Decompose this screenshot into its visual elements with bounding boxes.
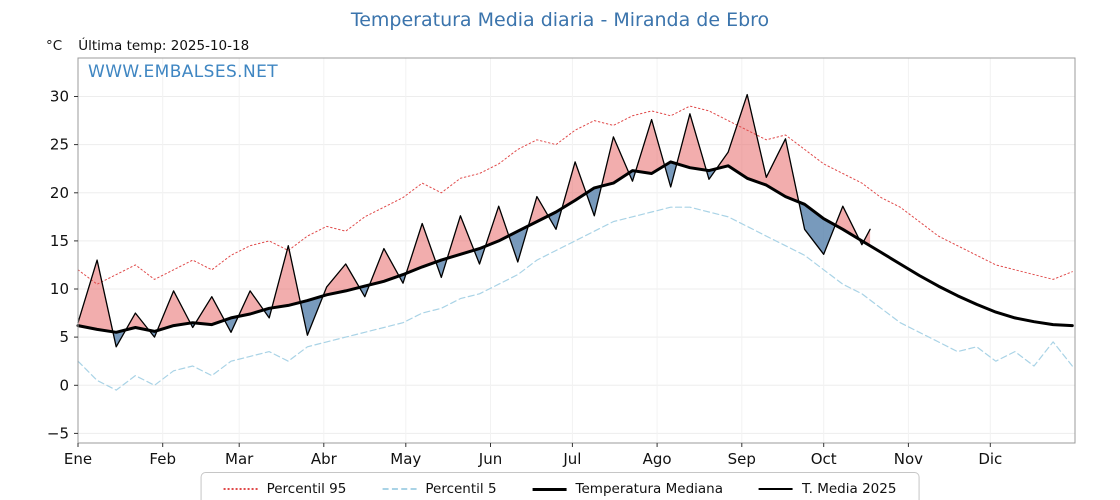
svg-text:May: May bbox=[390, 450, 421, 468]
legend-item-mediana: Temperatura Mediana bbox=[532, 481, 723, 497]
svg-text:30: 30 bbox=[50, 88, 69, 106]
svg-text:Abr: Abr bbox=[311, 450, 338, 468]
subheader: °C Última temp: 2025-10-18 bbox=[46, 38, 249, 54]
svg-text:Nov: Nov bbox=[894, 450, 923, 468]
legend-item-percentil-95: Percentil 95 bbox=[223, 481, 347, 497]
percentil-5-line-sample bbox=[382, 488, 417, 490]
legend-label-mediana: Temperatura Mediana bbox=[575, 481, 723, 497]
chart-title: Temperatura Media diaria - Miranda de Eb… bbox=[350, 9, 770, 31]
svg-text:0: 0 bbox=[59, 376, 69, 394]
legend-label-percentil-5: Percentil 5 bbox=[425, 481, 497, 497]
mediana-line-sample bbox=[532, 487, 567, 491]
legend: Percentil 95 Percentil 5 Temperatura Med… bbox=[200, 472, 920, 500]
svg-text:25: 25 bbox=[50, 136, 69, 154]
svg-text:Jul: Jul bbox=[562, 450, 581, 468]
svg-text:Sep: Sep bbox=[728, 450, 756, 468]
last-temp-label: Última temp: 2025-10-18 bbox=[78, 38, 250, 54]
t-media-2025-line-sample bbox=[759, 488, 793, 490]
svg-text:Ene: Ene bbox=[64, 450, 92, 468]
svg-text:Ago: Ago bbox=[643, 450, 672, 468]
legend-label-t-media-2025: T. Media 2025 bbox=[802, 481, 897, 497]
svg-text:Feb: Feb bbox=[149, 450, 176, 468]
svg-text:Jun: Jun bbox=[478, 450, 502, 468]
legend-item-t-media-2025: T. Media 2025 bbox=[759, 481, 896, 497]
legend-item-percentil-5: Percentil 5 bbox=[382, 481, 497, 497]
percentil-95-line-sample bbox=[223, 488, 258, 490]
svg-text:15: 15 bbox=[50, 232, 69, 250]
watermark-text: WWW.EMBALSES.NET bbox=[88, 62, 279, 82]
legend-label-percentil-95: Percentil 95 bbox=[266, 481, 347, 497]
svg-text:Oct: Oct bbox=[811, 450, 837, 468]
svg-text:−5: −5 bbox=[47, 424, 69, 442]
svg-text:5: 5 bbox=[59, 328, 69, 346]
y-axis-unit-label: °C bbox=[46, 38, 63, 54]
svg-text:20: 20 bbox=[50, 184, 69, 202]
svg-text:Mar: Mar bbox=[225, 450, 254, 468]
svg-text:Dic: Dic bbox=[978, 450, 1002, 468]
svg-text:10: 10 bbox=[50, 280, 69, 298]
